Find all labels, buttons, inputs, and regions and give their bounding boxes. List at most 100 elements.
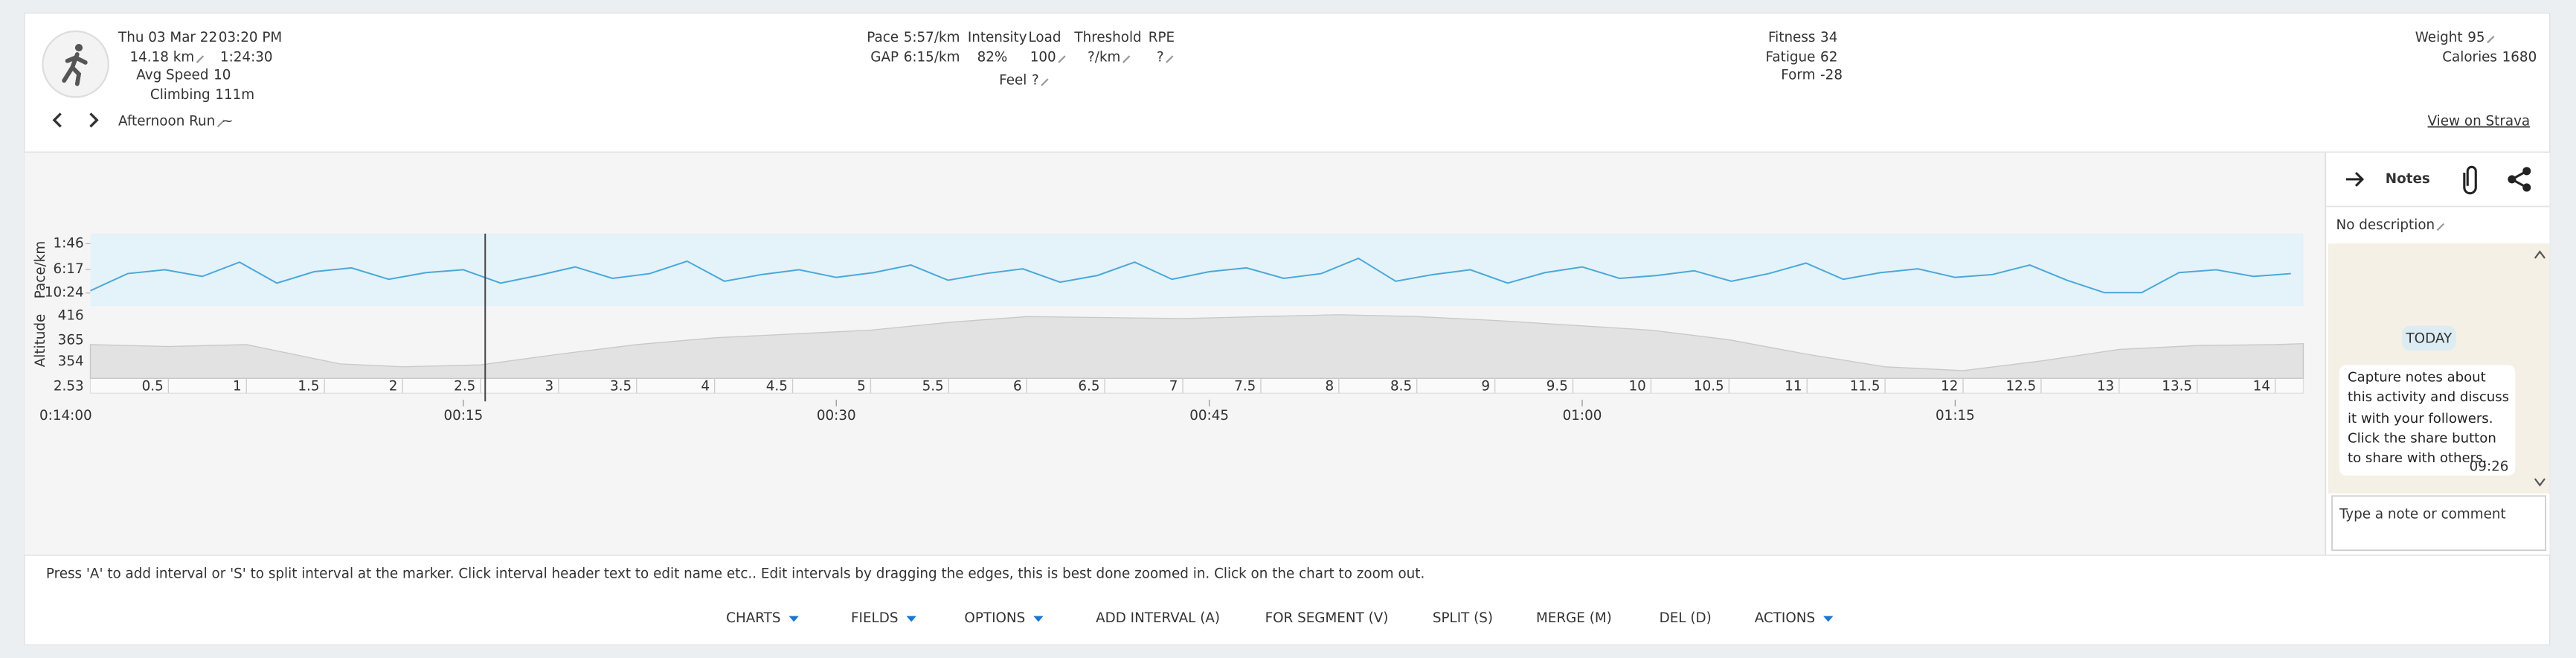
edit-icon[interactable] bbox=[2436, 223, 2445, 231]
distance-label: 1 bbox=[233, 378, 242, 394]
label: Calories bbox=[2442, 49, 2497, 65]
label: ~ bbox=[222, 114, 233, 130]
altitude-area bbox=[89, 314, 2304, 379]
distance-label: 8.5 bbox=[1390, 378, 1412, 394]
comment-input[interactable] bbox=[2331, 495, 2547, 552]
label: 95 bbox=[2467, 30, 2485, 45]
y-tick-label: 10:24 bbox=[45, 285, 84, 301]
label: Load bbox=[1029, 30, 1061, 45]
distance-label: 5 bbox=[857, 378, 866, 394]
label: 62 bbox=[1820, 49, 1837, 65]
day-pill bbox=[2401, 325, 2456, 351]
distance-row bbox=[89, 377, 2304, 394]
message-time: 09:26 bbox=[2470, 459, 2509, 475]
edit-icon[interactable] bbox=[1166, 55, 1174, 63]
distance-label: 10 bbox=[1628, 378, 1645, 394]
y-tick-label: 1:46 bbox=[53, 235, 83, 251]
label: 6:15/km bbox=[904, 49, 960, 65]
label: Climbing bbox=[150, 87, 211, 103]
label: Threshold bbox=[1073, 30, 1141, 45]
label: Avg Speed bbox=[136, 68, 208, 83]
footer-button[interactable]: OPTIONS bbox=[964, 610, 1025, 626]
footer-button[interactable]: MERGE (M) bbox=[1536, 610, 1612, 626]
edit-icon[interactable] bbox=[1122, 55, 1131, 63]
marker-time: 0:14:00 bbox=[39, 408, 92, 424]
distance-label: 1.5 bbox=[298, 378, 319, 394]
altitude-label: 416 bbox=[58, 307, 84, 323]
axis-title: Altitude bbox=[33, 314, 48, 368]
distance-label: 9 bbox=[1481, 378, 1490, 394]
distance-label: 10.5 bbox=[1694, 378, 1724, 394]
x-tick-label: 01:15 bbox=[1936, 408, 1975, 424]
x-tick-label: 00:45 bbox=[1189, 408, 1229, 424]
distance-label: 8 bbox=[1326, 378, 1334, 394]
distance-label: 4.5 bbox=[766, 378, 788, 394]
label: ? bbox=[1157, 49, 1164, 65]
footer-hint: Press 'A' to add interval or 'S' to spli… bbox=[46, 566, 1424, 581]
scroll-arrows[interactable] bbox=[2534, 250, 2546, 487]
distance-label: 3.5 bbox=[610, 378, 632, 394]
label: ?/km bbox=[1088, 49, 1120, 65]
footer-button[interactable]: DEL (D) bbox=[1660, 610, 1712, 626]
distance-label: 0.5 bbox=[142, 378, 164, 394]
label: Fitness bbox=[1768, 30, 1815, 45]
altitude-label: 365 bbox=[58, 332, 84, 348]
distance-label: 13 bbox=[2097, 378, 2114, 394]
x-tick-label: 00:30 bbox=[817, 408, 856, 424]
label: Afternoon Run bbox=[118, 114, 215, 130]
distance-label: 3 bbox=[545, 378, 554, 394]
label: Feel bbox=[999, 72, 1027, 88]
label: ? bbox=[1032, 72, 1039, 88]
distance-label: 2 bbox=[389, 378, 398, 394]
label: Pace bbox=[867, 30, 899, 45]
label: Fatigue bbox=[1766, 49, 1816, 65]
distance-label: 6.5 bbox=[1078, 378, 1099, 394]
label: 1680 bbox=[2502, 49, 2537, 65]
footer-button[interactable]: FIELDS bbox=[851, 610, 898, 626]
edit-icon[interactable] bbox=[1058, 55, 1066, 63]
edit-icon[interactable] bbox=[216, 119, 225, 128]
notes-title: Notes bbox=[2386, 171, 2430, 187]
message-text: Capture notes about this activity and di… bbox=[2348, 368, 2510, 463]
x-tick-label: 01:00 bbox=[1563, 408, 1602, 424]
footer-button[interactable]: CHARTS bbox=[726, 610, 780, 626]
footer-button[interactable]: ACTIONS bbox=[1755, 610, 1815, 626]
label: 1:24:30 bbox=[220, 49, 273, 65]
label: 34 bbox=[1820, 30, 1837, 45]
footer-button: FOR SEGMENT (V) bbox=[1265, 610, 1389, 626]
edit-icon[interactable] bbox=[1041, 78, 1049, 86]
message: Capture notes about this activity and di… bbox=[2348, 368, 2510, 463]
label: 14.18 km bbox=[129, 49, 194, 65]
dropdown-caret[interactable] bbox=[788, 616, 799, 622]
nav-arrows[interactable] bbox=[52, 112, 99, 128]
distance-label: 12.5 bbox=[2005, 378, 2036, 394]
distance-label: 7 bbox=[1169, 378, 1178, 394]
footer-button[interactable]: SPLIT (S) bbox=[1433, 610, 1493, 626]
pace-line bbox=[90, 257, 2291, 294]
distance-label: 9.5 bbox=[1546, 378, 1568, 394]
message-bubble bbox=[2339, 365, 2516, 476]
distance-label: 11.5 bbox=[1850, 378, 1880, 394]
marker-distance: 2.53 bbox=[54, 378, 84, 394]
y-tick-label: 6:17 bbox=[53, 261, 83, 277]
axis-title: Pace/km bbox=[33, 241, 48, 298]
dropdown-caret[interactable] bbox=[1823, 616, 1834, 622]
edit-icon[interactable] bbox=[2487, 35, 2495, 44]
label: 03:20 PM bbox=[219, 30, 282, 45]
day-label: TODAY bbox=[2405, 330, 2453, 346]
distance-label: 2.5 bbox=[454, 378, 475, 394]
strava-link[interactable]: View on Strava bbox=[2428, 114, 2531, 130]
dropdown-caret[interactable] bbox=[1033, 616, 1044, 622]
distance-label: 13.5 bbox=[2162, 378, 2192, 394]
distance-label: 4 bbox=[701, 378, 710, 394]
distance-label: 14 bbox=[2253, 378, 2270, 394]
footer-button[interactable]: ADD INTERVAL (A) bbox=[1096, 610, 1220, 626]
edit-icon[interactable] bbox=[196, 55, 205, 63]
notes-description: No description bbox=[2336, 217, 2435, 233]
label: 5:57/km bbox=[904, 30, 960, 45]
distance-label: 12 bbox=[1941, 378, 1958, 394]
label: RPE bbox=[1149, 30, 1175, 45]
dropdown-caret[interactable] bbox=[906, 616, 916, 622]
altitude-label: 354 bbox=[58, 354, 84, 369]
notes-icons[interactable] bbox=[2345, 165, 2531, 195]
